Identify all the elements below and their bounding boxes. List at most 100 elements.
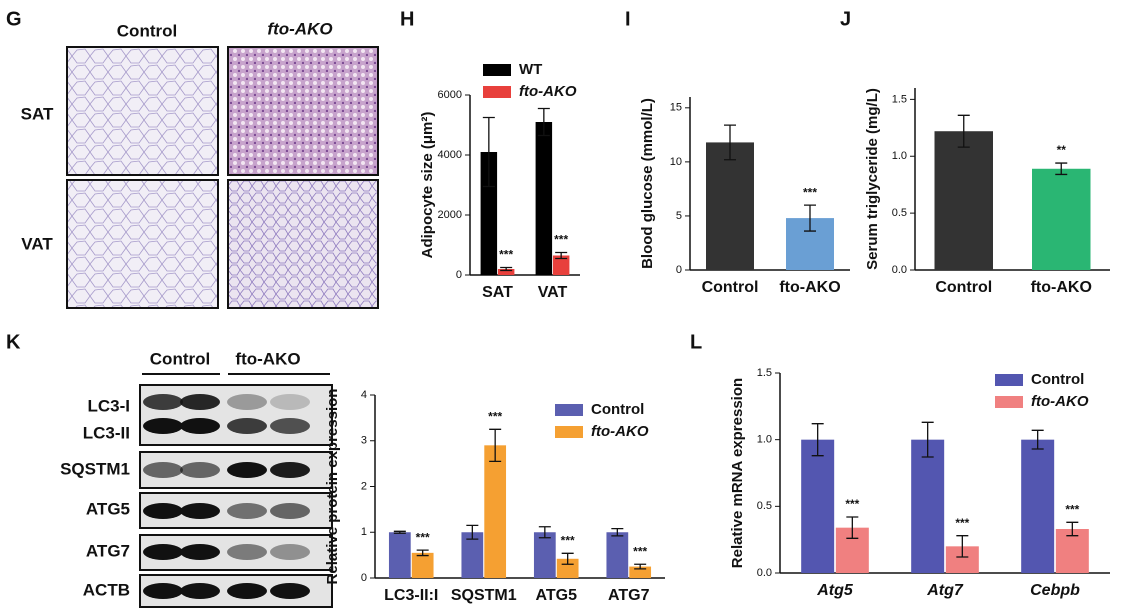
- blot-band: [143, 583, 183, 599]
- blot-band: [270, 394, 310, 410]
- legend-swatch: [555, 426, 583, 438]
- row-label: SAT: [21, 104, 54, 123]
- blot-band: [180, 462, 220, 478]
- blot-label: SQSTM1: [60, 459, 130, 478]
- significance: ***: [633, 544, 647, 558]
- significance: ***: [1065, 503, 1079, 517]
- x-tick-label: Control: [935, 279, 992, 296]
- y-axis-label: Relative protein expression: [324, 389, 341, 585]
- legend-label: Control: [591, 401, 644, 418]
- error-bar: [555, 251, 568, 260]
- y-tick-label: 0.0: [892, 264, 907, 276]
- y-tick-label: 4: [361, 389, 367, 401]
- x-tick-label: SAT: [482, 284, 513, 301]
- y-tick-label: 0.5: [892, 207, 907, 219]
- legend-swatch: [483, 86, 511, 98]
- y-tick-label: 6000: [438, 89, 462, 101]
- y-tick-label: 5: [676, 210, 682, 222]
- x-tick-label: VAT: [538, 284, 568, 301]
- error-bar: [957, 114, 970, 148]
- blot-label: ATG5: [86, 499, 130, 518]
- y-tick-label: 1: [361, 526, 367, 538]
- bar: [706, 142, 754, 270]
- blot-band: [143, 544, 183, 560]
- legend-label: Control: [1031, 371, 1084, 388]
- blot-label: LC3-I: [88, 396, 131, 415]
- y-tick-label: 1.0: [892, 150, 907, 162]
- x-tick-label: Cebpb: [1030, 582, 1080, 599]
- significance: ***: [561, 533, 575, 547]
- bar: [934, 131, 993, 270]
- blot-band: [270, 462, 310, 478]
- significance: ***: [554, 233, 568, 247]
- error-bar: [466, 524, 479, 540]
- error-bar: [416, 549, 429, 557]
- bar: [629, 566, 652, 578]
- bar: [533, 532, 556, 578]
- significance: ***: [499, 248, 513, 262]
- blot-band: [180, 503, 220, 519]
- error-bar: [956, 535, 969, 558]
- bar: [1021, 439, 1055, 573]
- error-bar: [634, 563, 647, 570]
- blot-group: fto-AKO: [235, 349, 300, 368]
- blot-band: [227, 394, 267, 410]
- blot-band: [143, 503, 183, 519]
- bar: [388, 532, 411, 578]
- blot-band: [143, 394, 183, 410]
- significance: ***: [488, 409, 502, 423]
- bar: [556, 558, 579, 578]
- blot-band: [143, 462, 183, 478]
- bar: [480, 152, 498, 275]
- x-tick-label: Atg5: [816, 582, 854, 599]
- bar: [535, 122, 553, 275]
- y-tick-label: 3: [361, 435, 367, 447]
- blot-band: [270, 583, 310, 599]
- legend-swatch: [995, 374, 1023, 386]
- histology-image: [66, 179, 219, 309]
- histology-image: [66, 46, 219, 176]
- panel-label: H: [400, 8, 414, 30]
- x-tick-label: ATG5: [536, 587, 578, 604]
- significance: ***: [416, 530, 430, 544]
- legend-swatch: [555, 404, 583, 416]
- error-bar: [804, 204, 816, 232]
- error-bar: [846, 516, 859, 539]
- x-tick-label: fto-AKO: [779, 279, 840, 296]
- blot-band: [227, 418, 267, 434]
- error-bar: [482, 116, 495, 188]
- x-tick-label: SQSTM1: [451, 587, 517, 604]
- y-tick-label: 10: [670, 156, 682, 168]
- y-tick-label: 0: [456, 269, 462, 281]
- histology-image: [227, 46, 379, 176]
- panel-label: K: [6, 331, 21, 353]
- bar: [801, 439, 835, 573]
- panel-label: L: [690, 331, 702, 353]
- bar: [1032, 168, 1091, 270]
- blot-label: LC3-II: [83, 423, 130, 442]
- error-bar: [561, 552, 574, 565]
- y-tick-label: 0.5: [757, 500, 772, 512]
- blot-band: [180, 394, 220, 410]
- legend-swatch: [995, 396, 1023, 408]
- y-tick-label: 1.0: [757, 434, 772, 446]
- y-axis-label: Blood glucose (mmol/L): [639, 98, 656, 269]
- bar: [552, 255, 570, 275]
- bar: [461, 532, 484, 578]
- blot-label: ACTB: [83, 580, 130, 599]
- error-bar: [1031, 429, 1044, 450]
- row-label: VAT: [21, 234, 53, 253]
- bar: [484, 445, 507, 578]
- bar: [411, 552, 434, 578]
- bar: [911, 439, 945, 573]
- error-bar: [1066, 521, 1079, 537]
- x-tick-label: ATG7: [608, 587, 650, 604]
- blot-band: [270, 503, 310, 519]
- y-tick-label: 0.0: [757, 567, 772, 579]
- blot-panel: [139, 384, 333, 608]
- y-axis-label: Relative mRNA expression: [729, 378, 746, 568]
- blot-band: [180, 544, 220, 560]
- blot-band: [180, 583, 220, 599]
- error-bar: [921, 421, 934, 458]
- panel-label: J: [840, 8, 851, 30]
